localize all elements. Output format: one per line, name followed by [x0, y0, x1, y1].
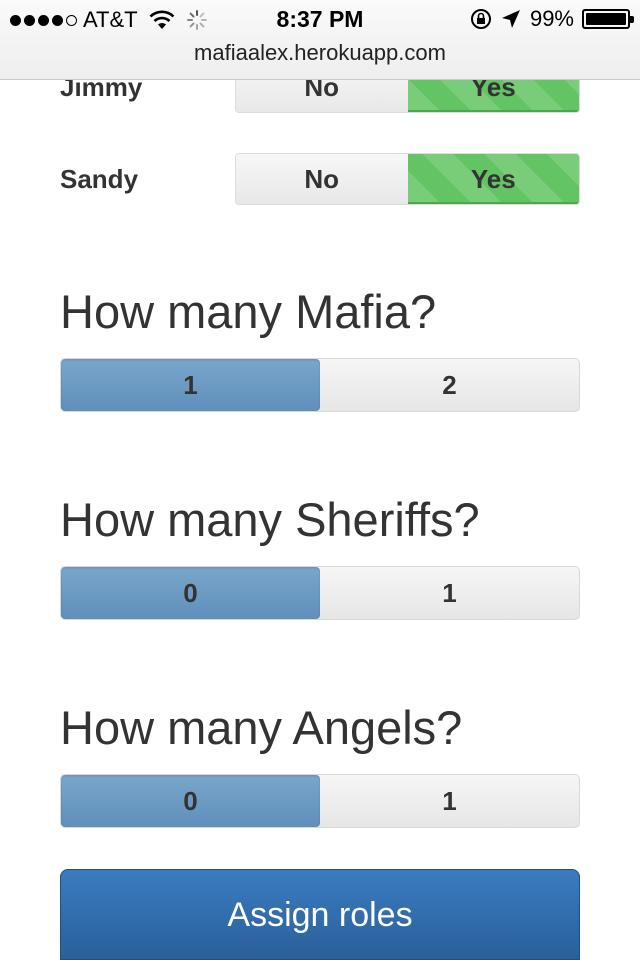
url-bar[interactable]: mafiaalex.herokuapp.com: [194, 40, 446, 65]
status-bar: AT&T 8:37 PM: [0, 0, 640, 80]
mafia-option-1[interactable]: 1: [61, 359, 320, 411]
player-row-sandy: Sandy No Yes: [60, 153, 580, 205]
sheriff-option-1[interactable]: 1: [442, 578, 457, 608]
activity-spinner-icon: [186, 10, 207, 30]
angel-count-selector: 0 1: [60, 774, 580, 828]
angel-option-0[interactable]: 0: [61, 775, 320, 827]
angel-option-1[interactable]: 1: [442, 786, 457, 816]
player-name: Sandy: [60, 164, 139, 194]
assign-roles-button[interactable]: Assign roles: [60, 869, 580, 960]
mafia-option-2[interactable]: 2: [442, 370, 457, 400]
angel-count-heading: How many Angels?: [60, 701, 463, 754]
mafia-count-selector: 1 2: [60, 358, 580, 412]
yes-option[interactable]: Yes: [407, 154, 579, 204]
location-arrow-icon: [501, 10, 520, 28]
player-toggle: No Yes: [235, 153, 580, 205]
no-option[interactable]: No: [236, 154, 408, 204]
sheriff-count-heading: How many Sheriffs?: [60, 493, 480, 546]
rotation-lock-icon: [470, 9, 491, 29]
wifi-icon: [149, 10, 174, 29]
battery-icon: [582, 9, 634, 29]
sheriff-option-0[interactable]: 0: [61, 567, 320, 619]
carrier-name: AT&T: [83, 7, 138, 32]
mafia-count-heading: How many Mafia?: [60, 285, 437, 338]
signal-strength-icon: [10, 14, 77, 26]
clock: 8:37 PM: [276, 6, 364, 32]
battery-percent: 99%: [529, 6, 574, 31]
sheriff-count-selector: 0 1: [60, 566, 580, 620]
